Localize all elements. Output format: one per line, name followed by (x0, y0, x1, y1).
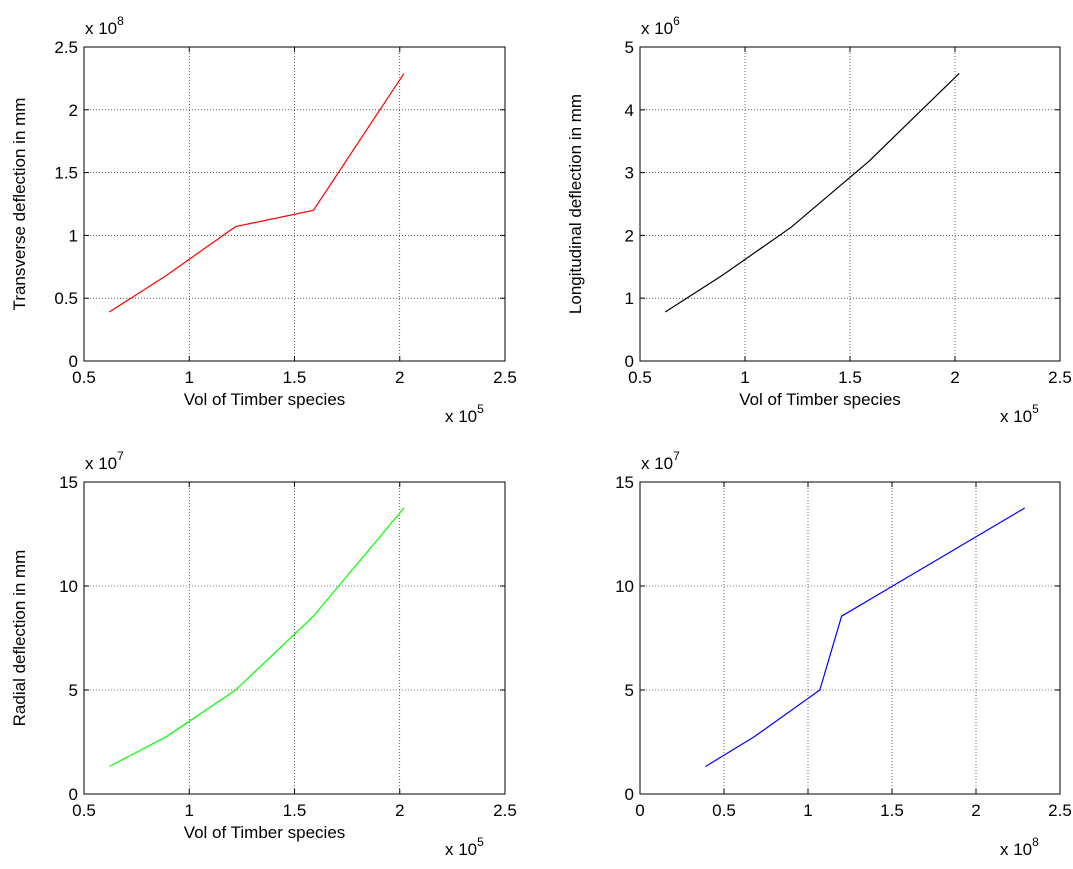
y-axis-label: Transverse deflection in mm (10, 98, 29, 311)
series-line (664, 72, 960, 313)
x-tick-label: 1 (185, 801, 194, 820)
x-axis-exponent: x 105 (445, 835, 484, 859)
x-tick-label: 2 (395, 368, 404, 387)
y-tick-label: 4 (625, 101, 634, 120)
y-tick-label: 5 (69, 681, 78, 700)
x-axis-exponent: x 108 (1000, 835, 1039, 859)
x-axis-label: Vol of Timber species (184, 823, 346, 842)
y-axis-label: Radial deflection in mm (10, 550, 29, 727)
x-axis-label: Vol of Timber species (739, 390, 901, 409)
y-axis-exponent: x 107 (641, 449, 680, 473)
x-tick-label: 2.5 (493, 801, 517, 820)
plot-area (640, 482, 1060, 794)
x-tick-label: 1 (740, 368, 749, 387)
series-line (109, 507, 405, 768)
x-tick-label: 1.5 (283, 801, 307, 820)
axes-box (639, 481, 1061, 795)
y-tick-label: 1.5 (54, 164, 78, 183)
y-tick-label: 1 (69, 226, 78, 245)
y-tick-label: 15 (615, 473, 634, 492)
y-axis-exponent: x 106 (641, 14, 680, 38)
y-tick-label: 0 (625, 785, 634, 804)
x-tick-label: 0.5 (628, 368, 652, 387)
y-tick-label: 5 (625, 38, 634, 57)
y-tick-label: 2 (69, 101, 78, 120)
series-line (108, 73, 405, 313)
x-tick-label: 1 (803, 801, 812, 820)
y-axis-label: Longitudinal deflection in mm (566, 94, 585, 314)
y-tick-label: 0 (69, 785, 78, 804)
x-tick-label: 2.5 (1048, 368, 1072, 387)
y-tick-label: 5 (625, 681, 634, 700)
x-axis-label: Vol of Timber species (184, 390, 346, 409)
x-tick-label: 2 (971, 801, 980, 820)
x-tick-label: 1.5 (838, 368, 862, 387)
y-tick-label: 0.5 (54, 289, 78, 308)
x-tick-label: 1.5 (283, 368, 307, 387)
y-axis-exponent: x 108 (85, 14, 124, 38)
x-tick-label: 1 (185, 368, 194, 387)
subplot-2: 0.5 1 1.5 2 2.5 0 1 2 3 4 5 x 106 x 105 Vol of Timber… (566, 14, 1072, 426)
x-tick-label: 2 (395, 801, 404, 820)
x-tick-label: 1.5 (880, 801, 904, 820)
subplot-4: 0 0.5 1 1.5 2 2.5 0 5 10 15 x 107 x 108 (615, 449, 1072, 859)
subplot-3: 0.5 1 1.5 2 2.5 0 5 10 15 x 107 x 105 Vol of Timber… (10, 449, 517, 859)
y-tick-label: 2 (625, 226, 634, 245)
y-tick-label: 0 (625, 352, 634, 371)
y-tick-label: 1 (625, 289, 634, 308)
y-tick-label: 10 (59, 577, 78, 596)
y-axis-exponent: x 107 (85, 449, 124, 473)
x-axis-exponent: x 105 (445, 402, 484, 426)
y-tick-label: 10 (615, 577, 634, 596)
x-tick-label: 2 (950, 368, 959, 387)
x-axis-exponent: x 105 (1000, 402, 1039, 426)
x-tick-label: 0.5 (712, 801, 736, 820)
x-tick-label: 0.5 (72, 368, 96, 387)
x-tick-label: 0 (635, 801, 644, 820)
y-tick-label: 3 (625, 164, 634, 183)
x-tick-label: 0.5 (72, 801, 96, 820)
y-tick-label: 0 (69, 352, 78, 371)
y-tick-label: 15 (59, 473, 78, 492)
y-tick-label: 2.5 (54, 38, 78, 57)
x-tick-label: 2.5 (493, 368, 517, 387)
series-line (705, 507, 1026, 768)
x-tick-label: 2.5 (1048, 801, 1072, 820)
